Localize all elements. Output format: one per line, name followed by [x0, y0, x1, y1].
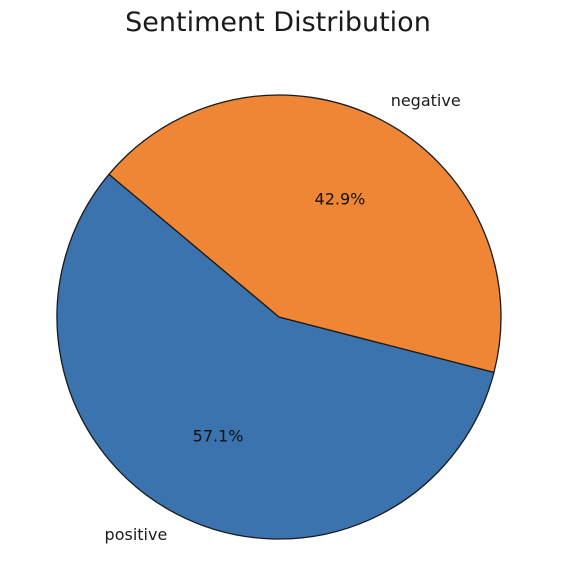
pie-slices [56, 94, 502, 540]
category-label-positive: positive [105, 525, 168, 544]
percent-label-negative: 42.9% [315, 190, 366, 209]
pie-slice-negative [108, 94, 502, 374]
chart-title: Sentiment Distribution [125, 7, 431, 38]
pie-labels: 57.1% positive 42.9% negative [105, 91, 461, 544]
pie-slice-positive [56, 173, 495, 540]
percent-label-positive: 57.1% [193, 426, 244, 445]
category-label-negative: negative [391, 91, 461, 110]
